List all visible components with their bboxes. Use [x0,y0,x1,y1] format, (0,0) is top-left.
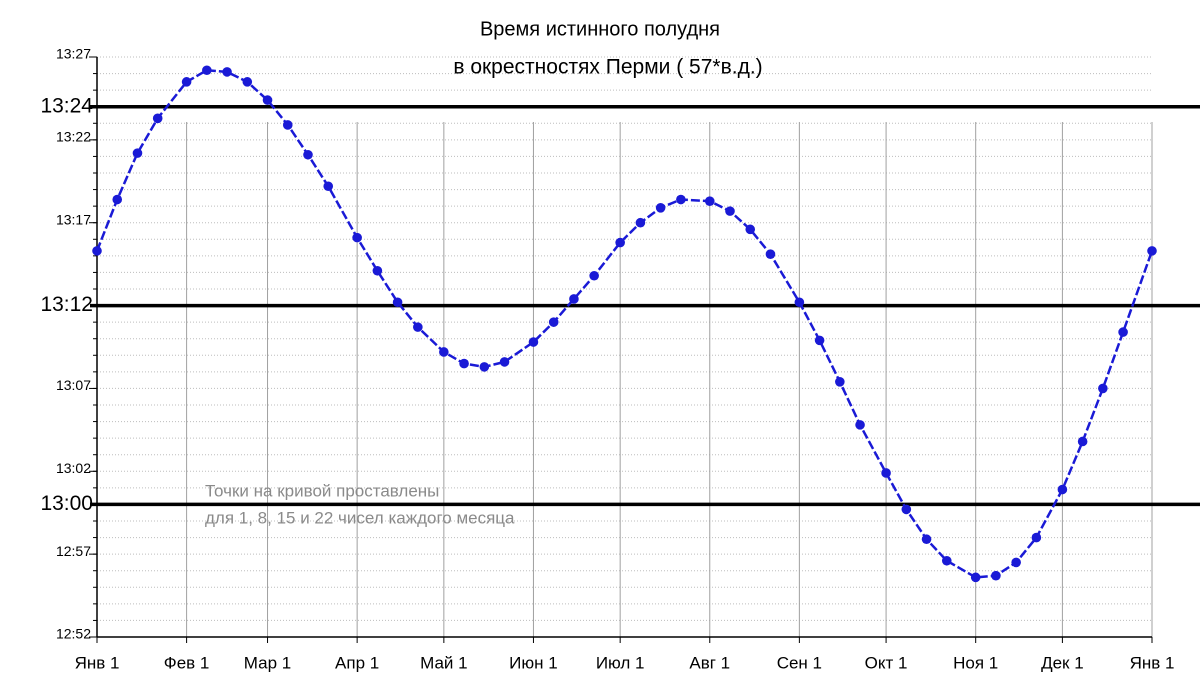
data-point [589,270,599,281]
data-point [794,297,805,308]
data-point [92,246,102,256]
annotation: Точки на кривой проставлены [205,481,439,500]
y-tick-label: 13:07 [56,377,91,393]
data-point [704,196,715,206]
data-point [152,113,163,124]
grid: Янв 1 Фев 1 Мар 1 Апр 1 Май 1 Июн 1 Июл 1 Авг 1… [40,46,1200,672]
data-point [323,181,334,192]
y-tick-label: 12:52 [56,626,91,642]
data-point [765,249,776,259]
data-point [814,335,825,346]
x-tick-label: Май 1 [420,653,467,672]
data-point [1011,557,1021,568]
x-tick-label: Дек 1 [1041,653,1084,672]
data-point [282,120,293,130]
data-point [1118,327,1128,337]
data-point [655,203,666,213]
data-point [202,65,212,76]
data-point [635,217,646,228]
data-point [1031,532,1042,543]
x-tick-label: Янв 1 [75,653,120,672]
data-point [262,95,273,105]
data-point [569,294,579,304]
data-point [528,337,539,347]
reference-label: 13:12 [40,293,93,316]
data-point [921,534,932,545]
data-point [941,555,952,566]
data-point [1098,383,1108,394]
data-point [835,377,845,387]
data-point [548,317,559,327]
data-point [372,265,383,276]
data-point [499,357,510,367]
y-tick-label: 12:57 [56,543,91,559]
x-tick-label: Окт 1 [865,653,908,672]
data-line [95,68,1154,579]
x-tick-label: Фев 1 [164,653,210,672]
x-tick-label: Янв 1 [1130,653,1175,672]
data-point [132,148,143,158]
data-point [676,194,686,205]
data-point [459,358,469,369]
y-tick-label: 13:17 [56,211,91,227]
y-tick-label: 13:27 [56,46,91,62]
data-point [881,468,891,478]
marks [92,65,1157,583]
data-point [901,504,912,515]
data-point [352,232,362,243]
x-tick-label: Апр 1 [335,653,379,672]
data-point [112,194,123,205]
data-point [439,347,449,357]
x-tick-label: Сен 1 [777,653,822,672]
data-point [413,322,423,332]
y-tick-label: 13:22 [56,129,91,145]
data-point [855,420,865,430]
data-point [479,362,490,372]
data-point [303,149,313,160]
x-tick-label: Ноя 1 [953,653,998,672]
data-point [745,224,756,235]
data-point [1057,484,1068,495]
data-point [222,67,232,77]
x-tick-label: Мар 1 [244,653,291,672]
chart-title: Время истинного полудня [480,18,720,40]
x-tick-label: Июл 1 [596,653,645,672]
x-tick-label: Авг 1 [689,653,730,672]
data-point [181,77,192,87]
y-tick-label: 13:02 [56,460,91,476]
data-point [1077,436,1088,447]
data-point [991,570,1001,581]
data-point [392,297,403,308]
x-tick-label: Июн 1 [509,653,558,672]
reference-label: 13:00 [40,492,93,515]
data-point [970,572,981,583]
data-point [615,237,625,248]
reference-label: 13:24 [40,94,93,117]
chart-subtitle: в окрестностях Перми ( 57*в.д.) [453,56,762,79]
annotation: для 1, 8, 15 и 22 чисел каждого месяца [205,508,515,527]
data-point [242,77,253,87]
data-point [725,206,735,216]
data-point [1147,246,1157,256]
